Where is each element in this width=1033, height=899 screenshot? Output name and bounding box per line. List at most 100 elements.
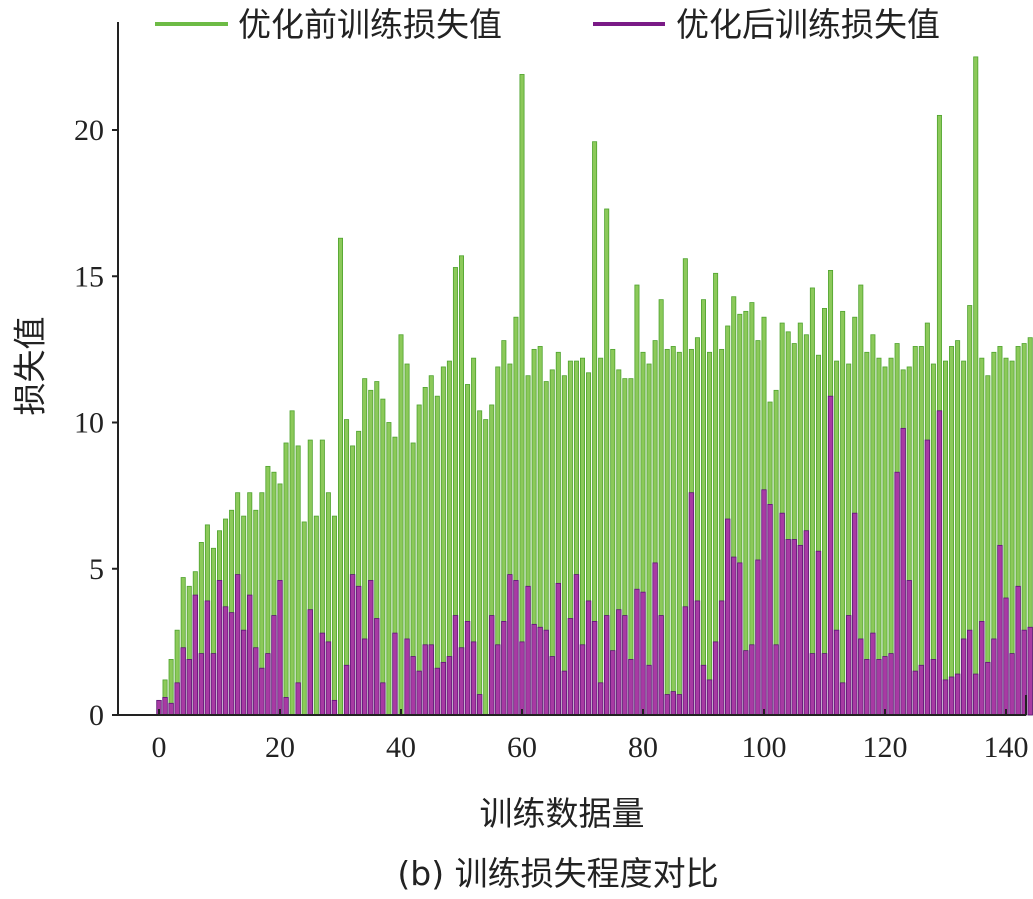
- bar-after-117: [864, 659, 870, 716]
- bar-after-64: [543, 629, 549, 716]
- bar-after-98: [749, 644, 755, 716]
- bar-after-9: [210, 653, 217, 716]
- bar-before-135: [973, 56, 979, 716]
- bar-after-102: [773, 644, 779, 716]
- bar-after-128: [930, 659, 937, 716]
- bar-after-129: [936, 410, 943, 716]
- bar-after-55: [489, 615, 495, 716]
- bar-after-1: [162, 697, 168, 716]
- bar-after-46: [434, 667, 440, 716]
- x-tick-label-0: 0: [152, 731, 167, 764]
- bar-before-81: [646, 363, 652, 716]
- ticks-layer: 0 5 10 15 20 0 20 40 60 80 100 120 140: [74, 114, 1029, 764]
- bar-after-89: [694, 600, 701, 716]
- bar-after-68: [567, 618, 574, 716]
- y-tick-label-0: 0: [89, 699, 104, 732]
- bar-after-107: [803, 530, 810, 716]
- bar-before-131: [949, 346, 955, 716]
- bar-after-130: [942, 679, 949, 716]
- bar-after-72: [591, 621, 598, 716]
- bar-after-51: [464, 621, 471, 716]
- bar-after-95: [731, 556, 737, 716]
- bar-after-42: [410, 656, 416, 716]
- x-tick-label-20: 20: [265, 731, 295, 764]
- bar-after-14: [240, 629, 247, 716]
- bar-after-104: [785, 539, 791, 716]
- bar-after-36: [374, 618, 380, 716]
- bar-after-18: [265, 653, 271, 716]
- bar-before-23: [295, 445, 301, 716]
- bar-after-112: [833, 629, 840, 716]
- bar-before-22: [289, 410, 295, 716]
- bar-after-6: [192, 594, 198, 716]
- bar-after-15: [247, 594, 253, 716]
- bar-after-37: [380, 682, 386, 716]
- legend-label-before: 优化前训练损失值: [238, 5, 502, 44]
- bar-before-91: [707, 351, 713, 716]
- bar-after-119: [876, 659, 882, 716]
- bar-after-43: [416, 670, 422, 716]
- bar-after-34: [361, 638, 368, 716]
- bar-after-50: [458, 647, 465, 716]
- bar-after-86: [676, 694, 682, 716]
- bar-after-120: [882, 656, 888, 716]
- bar-before-113: [840, 310, 846, 716]
- bar-before-24: [301, 521, 307, 716]
- bar-after-23: [295, 682, 301, 716]
- bar-after-28: [325, 641, 332, 716]
- bar-after-136: [979, 621, 985, 716]
- bar-before-26: [313, 515, 319, 716]
- legend-label-after: 优化后训练损失值: [676, 5, 940, 44]
- bar-after-110: [821, 653, 828, 716]
- bar-after-109: [815, 550, 822, 716]
- bar-after-94: [725, 518, 731, 716]
- bar-before-126: [918, 346, 924, 716]
- bar-after-90: [700, 664, 707, 716]
- bar-after-111: [827, 395, 834, 716]
- bar-before-125: [912, 346, 918, 716]
- bar-after-2: [168, 702, 174, 716]
- bar-after-61: [525, 585, 531, 716]
- bar-after-133: [960, 638, 967, 716]
- bar-after-3: [174, 682, 180, 716]
- bar-after-13: [234, 574, 241, 716]
- bar-before-130: [943, 360, 949, 716]
- y-tick-label-10: 10: [74, 407, 104, 440]
- x-tick-label-100: 100: [742, 731, 787, 764]
- bar-before-53: [477, 410, 483, 716]
- bar-after-63: [537, 626, 543, 716]
- bar-after-7: [198, 653, 205, 716]
- x-tick-label-80: 80: [628, 731, 658, 764]
- bar-after-132: [954, 673, 961, 716]
- bar-before-43: [416, 404, 422, 716]
- bar-before-84: [664, 348, 670, 716]
- bar-after-16: [253, 647, 259, 716]
- x-tick-label-40: 40: [386, 731, 416, 764]
- bar-after-32: [349, 574, 356, 716]
- y-tick-label-20: 20: [74, 114, 104, 147]
- bar-before-132: [955, 340, 961, 716]
- bar-before-38: [386, 422, 392, 716]
- bar-after-142: [1015, 585, 1021, 716]
- bar-after-126: [918, 664, 924, 716]
- legend: 优化前训练损失值 优化后训练损失值: [155, 5, 940, 44]
- bar-after-82: [652, 562, 658, 716]
- bar-after-122: [894, 471, 900, 716]
- bar-after-73: [597, 682, 604, 716]
- bar-after-85: [670, 691, 676, 716]
- bar-after-74: [604, 615, 610, 716]
- bar-after-103: [779, 512, 785, 716]
- bar-after-47: [440, 661, 447, 716]
- bar-after-8: [204, 600, 211, 716]
- bar-after-49: [452, 615, 459, 716]
- bar-after-77: [622, 615, 628, 716]
- bar-after-118: [870, 632, 876, 716]
- bar-after-29: [331, 699, 338, 716]
- bar-after-137: [985, 661, 991, 716]
- bar-after-99: [755, 559, 761, 716]
- bar-after-125: [912, 670, 918, 716]
- bar-before-54: [483, 419, 489, 716]
- bar-after-115: [852, 512, 858, 716]
- bar-before-90: [701, 299, 707, 716]
